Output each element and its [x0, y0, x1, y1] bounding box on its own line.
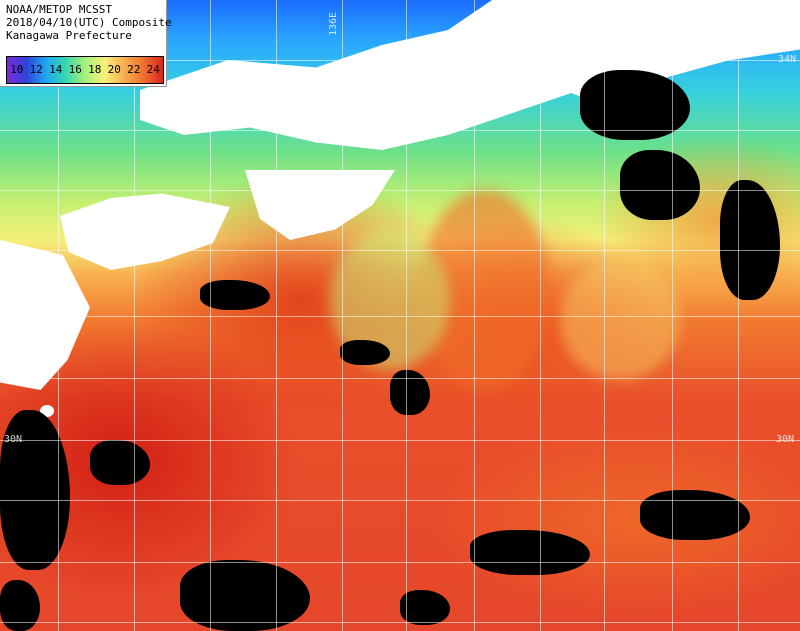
cloud-mask [90, 440, 150, 485]
cloud-mask [390, 370, 430, 415]
info-box: NOAA/METOP MCSST 2018/04/10(UTC) Composi… [0, 0, 172, 87]
info-region: Kanagawa Prefecture [6, 29, 132, 42]
cloud-mask [0, 580, 40, 631]
grid-line-lon [738, 0, 739, 631]
temperature-color-scale: 10 12 14 16 18 20 22 24 [6, 56, 164, 84]
grid-line-lat [0, 622, 800, 623]
grid-line-lon [134, 0, 135, 631]
cloud-mask [180, 560, 310, 631]
lon-label-140: 140E [726, 11, 737, 36]
scale-tick: 24 [146, 63, 160, 76]
land-shikoku [60, 193, 230, 270]
lon-label-136: 136E [328, 11, 339, 36]
grid-line-lat [0, 562, 800, 563]
grid-line-lon [276, 0, 277, 631]
cloud-mask [470, 530, 590, 575]
scale-tick: 10 [10, 63, 24, 76]
lat-label-30-left: 30N [4, 434, 23, 445]
cloud-mask [720, 180, 780, 300]
grid-line-lon [474, 0, 475, 631]
scale-tick: 14 [49, 63, 63, 76]
grid-line-lon [406, 0, 407, 631]
cloud-mask [200, 280, 270, 310]
grid-line-lat [0, 316, 800, 317]
grid-line-lat [0, 500, 800, 501]
grid-line-lon [58, 0, 59, 631]
cool-water-patch [560, 260, 680, 380]
scale-tick: 18 [88, 63, 102, 76]
scale-tick: 16 [68, 63, 82, 76]
grid-line-lon [210, 0, 211, 631]
info-title: NOAA/METOP MCSST [6, 3, 112, 16]
grid-line-lat [0, 60, 800, 61]
cloud-mask [640, 490, 750, 540]
grid-line-lat [0, 190, 800, 191]
cloud-mask [340, 340, 390, 365]
grid-line-lon [540, 0, 541, 631]
land-honshu [140, 0, 580, 150]
scale-tick: 20 [107, 63, 121, 76]
lat-label-30-right: 30N [776, 434, 795, 445]
grid-line-lon [342, 0, 343, 631]
info-date: 2018/04/10(UTC) Composite [6, 16, 172, 29]
cloud-mask [580, 70, 690, 140]
scale-tick: 22 [127, 63, 141, 76]
grid-line-lat [0, 440, 800, 441]
land-kyushu [0, 240, 90, 390]
grid-line-lon [604, 0, 605, 631]
cloud-mask [620, 150, 700, 220]
land-kii-peninsula [245, 170, 395, 240]
scale-tick: 12 [29, 63, 43, 76]
grid-line-lon [672, 0, 673, 631]
cloud-mask [400, 590, 450, 625]
grid-line-lat [0, 378, 800, 379]
grid-line-lat [0, 250, 800, 251]
lat-label-34-right: 34N [778, 54, 797, 65]
grid-line-lat [0, 130, 800, 131]
